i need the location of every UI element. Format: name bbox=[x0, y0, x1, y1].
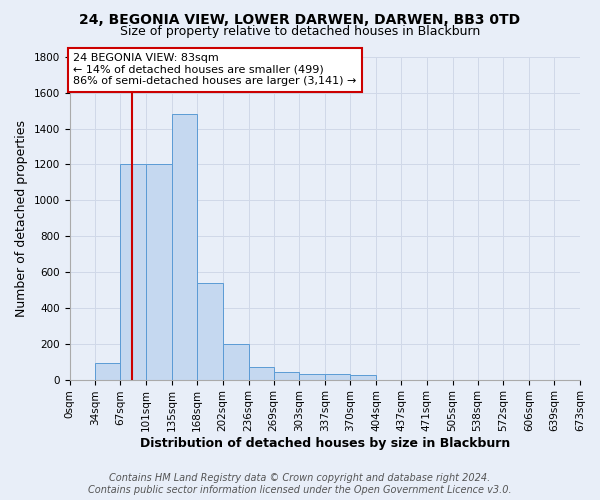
Bar bbox=[325, 374, 350, 380]
Text: 24, BEGONIA VIEW, LOWER DARWEN, DARWEN, BB3 0TD: 24, BEGONIA VIEW, LOWER DARWEN, DARWEN, … bbox=[79, 12, 521, 26]
Bar bbox=[172, 114, 197, 380]
X-axis label: Distribution of detached houses by size in Blackburn: Distribution of detached houses by size … bbox=[140, 437, 510, 450]
Bar bbox=[95, 364, 121, 380]
Bar bbox=[274, 372, 299, 380]
Bar bbox=[223, 344, 248, 380]
Text: Contains HM Land Registry data © Crown copyright and database right 2024.
Contai: Contains HM Land Registry data © Crown c… bbox=[88, 474, 512, 495]
Text: Size of property relative to detached houses in Blackburn: Size of property relative to detached ho… bbox=[120, 25, 480, 38]
Bar bbox=[197, 283, 223, 380]
Bar bbox=[121, 164, 146, 380]
Bar bbox=[299, 374, 325, 380]
Bar bbox=[248, 367, 274, 380]
Text: 24 BEGONIA VIEW: 83sqm
← 14% of detached houses are smaller (499)
86% of semi-de: 24 BEGONIA VIEW: 83sqm ← 14% of detached… bbox=[73, 53, 356, 86]
Y-axis label: Number of detached properties: Number of detached properties bbox=[15, 120, 28, 316]
Bar bbox=[146, 164, 172, 380]
Bar bbox=[350, 375, 376, 380]
